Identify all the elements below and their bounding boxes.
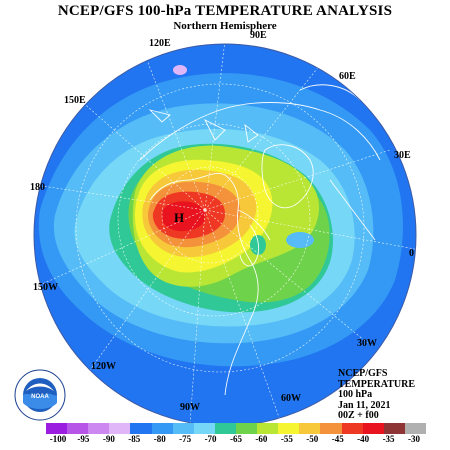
coastline-greenland: [261, 144, 314, 209]
lon-label-120w: 120W: [91, 361, 116, 372]
coastline-arctic-islands: [148, 109, 259, 143]
color-swatch: [320, 423, 342, 434]
meridian: [204, 209, 281, 421]
color-scale-label: -50: [306, 434, 319, 444]
color-swatch: [46, 423, 68, 434]
lon-label-60w: 60W: [281, 393, 301, 404]
color-swatch: [362, 423, 384, 434]
color-scale-label: -40: [357, 434, 370, 444]
lon-label-120e: 120E: [149, 38, 171, 49]
color-scale-label: -85: [128, 434, 141, 444]
color-swatch: [88, 423, 110, 434]
color-swatch: [404, 423, 426, 434]
temp-region-core: [162, 201, 206, 232]
meridian: [204, 209, 416, 251]
lon-label-0: 0: [409, 248, 414, 259]
color-scale-label: -90: [102, 434, 115, 444]
color-scale-label: -55: [280, 434, 293, 444]
color-swatch: [299, 423, 321, 434]
lon-label-180: 180: [30, 182, 45, 193]
color-swatch: [214, 423, 236, 434]
latitude-circle: [117, 123, 311, 317]
latitude-circle: [161, 166, 259, 264]
info-forecast: 00Z + f00: [338, 410, 379, 421]
meridian: [89, 209, 206, 371]
color-scale-label: -45: [331, 434, 344, 444]
lon-label-150e: 150E: [64, 95, 86, 106]
color-scale-label: -30: [408, 434, 420, 444]
color-swatch: [193, 423, 215, 434]
latitude-circle: [75, 83, 365, 373]
color-swatch: [151, 423, 173, 434]
color-scale-label: -65: [230, 434, 242, 444]
info-level: 100 hPa: [338, 389, 373, 400]
coastline-north-america: [149, 172, 271, 396]
map-title: NCEP/GFS 100-hPa TEMPERATURE ANALYSIS: [57, 3, 393, 19]
color-scale-label: -80: [153, 434, 166, 444]
noaa-logo: NOAA: [14, 369, 66, 421]
info-field: TEMPERATURE: [338, 378, 416, 390]
lon-label-90w: 90W: [180, 402, 200, 413]
meridian: [204, 64, 321, 211]
color-scale: [46, 423, 426, 434]
color-scale-label: -35: [382, 434, 395, 444]
meridian: [204, 149, 391, 211]
map-subtitle: Northern Hemisphere: [173, 20, 277, 32]
high-marker: H: [174, 210, 184, 225]
color-swatch: [109, 423, 131, 434]
lon-label-60e: 60E: [339, 71, 356, 82]
lon-label-150w: 150W: [33, 282, 58, 293]
color-swatch: [235, 423, 258, 434]
cold-spot: [173, 65, 187, 75]
color-swatch: [278, 423, 300, 434]
lon-label-90e: 90E: [250, 30, 267, 41]
color-scale-label: -60: [255, 434, 268, 444]
color-scale-label: -70: [204, 434, 217, 444]
color-swatch: [383, 423, 405, 434]
color-scale-label: -75: [179, 434, 192, 444]
color-swatch: [67, 423, 89, 434]
color-scale-label: -100: [49, 434, 67, 444]
color-swatch: [130, 423, 152, 434]
info-block: NCEP/GFS TEMPERATURE 100 hPa Jan 11, 202…: [338, 368, 416, 422]
meridian: [204, 209, 371, 346]
noaa-logo-text: NOAA: [31, 394, 49, 400]
color-scale-labels: -100 -95 -90 -85 -80 -75 -70 -65 -60 -55 -50 -45 -40…: [46, 434, 426, 446]
temp-patch: [286, 232, 314, 248]
color-swatch: [172, 423, 194, 434]
meridian: [34, 184, 206, 211]
lon-label-30w: 30W: [357, 338, 377, 349]
info-date: Jan 11, 2021: [338, 399, 391, 411]
color-swatch: [341, 423, 363, 434]
info-model: NCEP/GFS: [338, 368, 388, 379]
color-scale-label: -95: [77, 434, 90, 444]
color-swatch: [257, 423, 279, 434]
coastline-hudson-bay: [239, 224, 260, 267]
lon-label-30e: 30E: [394, 150, 411, 161]
